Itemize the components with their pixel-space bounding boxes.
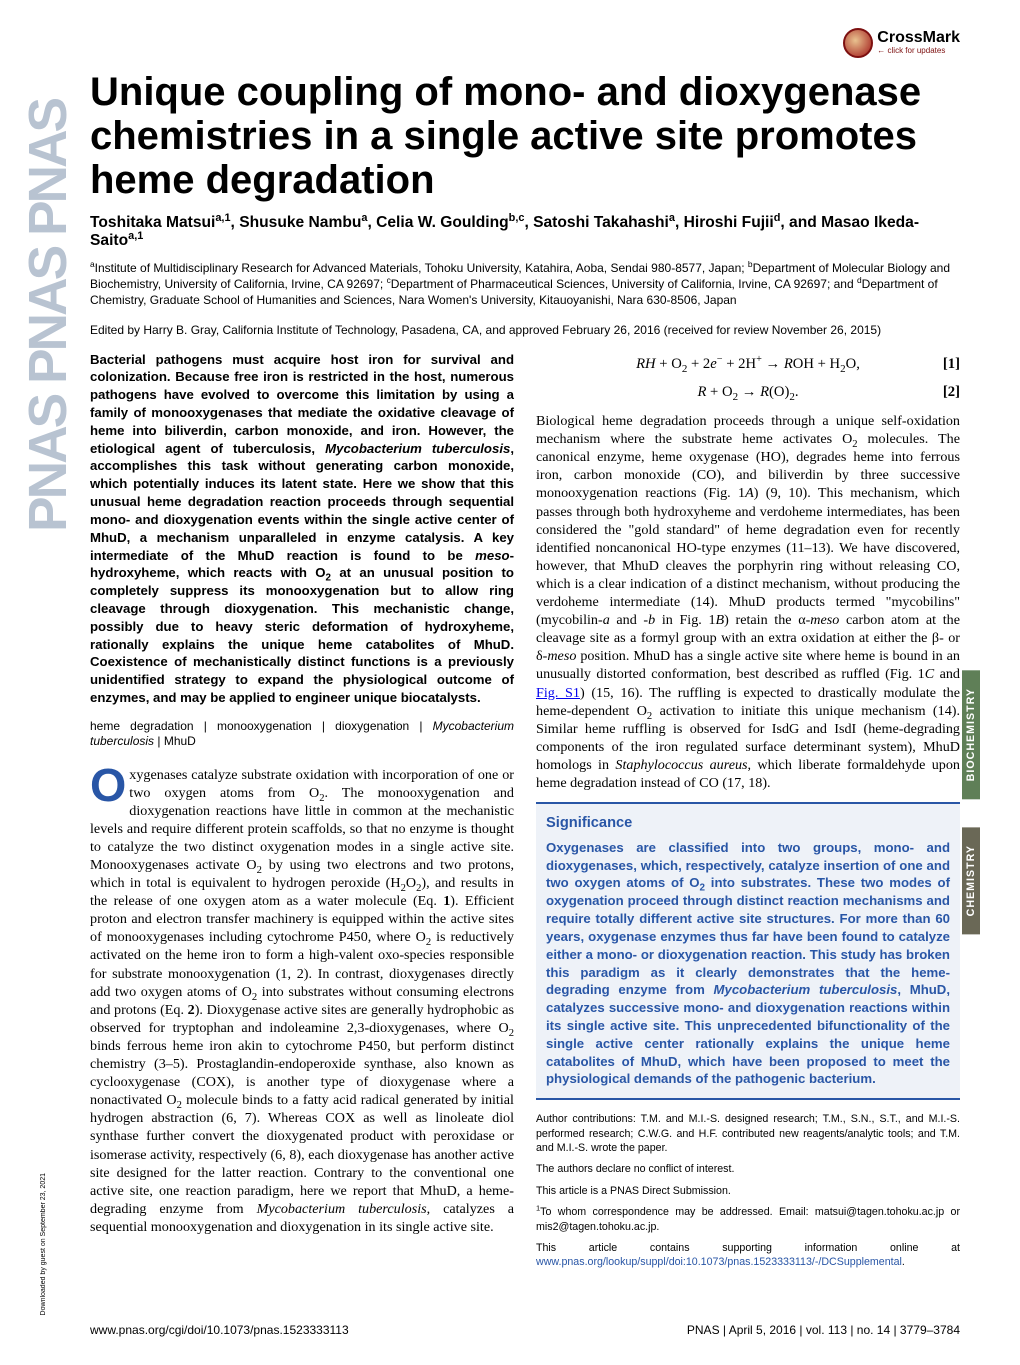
crossmark-text-wrap: CrossMark ← click for updates <box>877 31 960 54</box>
footer-doi[interactable]: www.pnas.org/cgi/doi/10.1073/pnas.152333… <box>90 1323 349 1337</box>
direct-submission: This article is a PNAS Direct Submission… <box>536 1184 960 1198</box>
download-note: Downloaded by guest on September 23, 202… <box>40 1173 47 1315</box>
equation-2-body: R + O2 → R(O)2. <box>697 384 798 400</box>
supporting-info: This article contains supporting informa… <box>536 1241 960 1270</box>
significance-title: Significance <box>546 814 950 833</box>
body-paragraph-right: Biological heme degradation proceeds thr… <box>536 412 960 792</box>
significance-box: Significance Oxygenases are classified i… <box>536 802 960 1100</box>
affiliations: aInstitute of Multidisciplinary Research… <box>90 260 960 309</box>
crossmark-icon <box>843 28 873 58</box>
article-title: Unique coupling of mono- and dioxygenase… <box>90 70 960 202</box>
edited-by: Edited by Harry B. Gray, California Inst… <box>90 323 960 337</box>
crossmark-sublabel: ← click for updates <box>877 46 960 55</box>
significance-body: Oxygenases are classified into two group… <box>546 839 950 1088</box>
body-paragraph-left: O xygenases catalyze substrate oxidation… <box>90 766 514 1236</box>
side-tab-biochemistry: BIOCHEMISTRY <box>962 670 980 799</box>
two-column-body: Bacterial pathogens must acquire host ir… <box>90 351 960 1277</box>
pnas-sidebar-logo: PNAS PNAS PNAS <box>18 100 58 1000</box>
equation-1-label: [1] <box>943 355 960 374</box>
equation-2: R + O2 → R(O)2. [2] <box>536 383 960 402</box>
crossmark-badge[interactable]: CrossMark ← click for updates <box>843 28 960 58</box>
equation-1: RH + O2 + 2e− + 2H+ → ROH + H2O, [1] <box>536 355 960 374</box>
crossmark-label: CrossMark <box>877 31 960 45</box>
page-footer: www.pnas.org/cgi/doi/10.1073/pnas.152333… <box>90 1323 960 1337</box>
article-metadata: Author contributions: T.M. and M.I.-S. d… <box>536 1112 960 1270</box>
author-list: Toshitaka Matsuia,1, Shusuke Nambua, Cel… <box>90 214 960 250</box>
keywords: heme degradation | monooxygenation | dio… <box>90 719 514 750</box>
dropcap: O <box>90 766 129 806</box>
page: PNAS PNAS PNAS CrossMark ← click for upd… <box>0 0 1020 1365</box>
side-tab-chemistry: CHEMISTRY <box>962 827 980 934</box>
footer-issue-info: PNAS | April 5, 2016 | vol. 113 | no. 14… <box>687 1323 960 1337</box>
equation-2-label: [2] <box>943 383 960 402</box>
abstract: Bacterial pathogens must acquire host ir… <box>90 351 514 707</box>
author-contributions: Author contributions: T.M. and M.I.-S. d… <box>536 1112 960 1155</box>
section-side-tabs: BIOCHEMISTRY CHEMISTRY <box>962 670 980 935</box>
equation-1-body: RH + O2 + 2e− + 2H+ → ROH + H2O, <box>636 356 860 372</box>
body-left-text: xygenases catalyze substrate oxidation w… <box>90 767 514 1235</box>
conflict-statement: The authors declare no conflict of inter… <box>536 1162 960 1176</box>
correspondence: 1To whom correspondence may be addressed… <box>536 1205 960 1234</box>
right-column: RH + O2 + 2e− + 2H+ → ROH + H2O, [1] R +… <box>536 351 960 1277</box>
left-column: Bacterial pathogens must acquire host ir… <box>90 351 514 1277</box>
